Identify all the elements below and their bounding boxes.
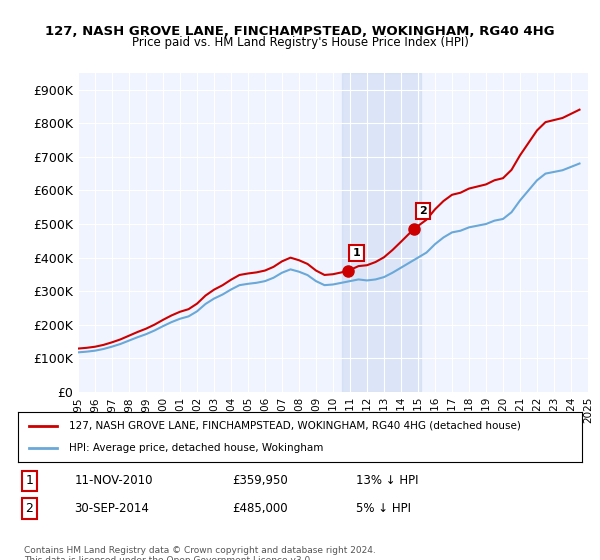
Text: 1: 1 — [25, 474, 33, 487]
Text: 2: 2 — [25, 502, 33, 515]
Text: 11-NOV-2010: 11-NOV-2010 — [74, 474, 153, 487]
Text: 127, NASH GROVE LANE, FINCHAMPSTEAD, WOKINGHAM, RG40 4HG (detached house): 127, NASH GROVE LANE, FINCHAMPSTEAD, WOK… — [69, 421, 521, 431]
Text: 2: 2 — [419, 206, 427, 216]
Text: 30-SEP-2014: 30-SEP-2014 — [74, 502, 149, 515]
Text: 5% ↓ HPI: 5% ↓ HPI — [356, 502, 412, 515]
Text: Price paid vs. HM Land Registry's House Price Index (HPI): Price paid vs. HM Land Registry's House … — [131, 36, 469, 49]
Text: 127, NASH GROVE LANE, FINCHAMPSTEAD, WOKINGHAM, RG40 4HG: 127, NASH GROVE LANE, FINCHAMPSTEAD, WOK… — [45, 25, 555, 38]
Text: £359,950: £359,950 — [232, 474, 288, 487]
Text: £485,000: £485,000 — [232, 502, 288, 515]
Text: HPI: Average price, detached house, Wokingham: HPI: Average price, detached house, Woki… — [69, 443, 323, 453]
Text: Contains HM Land Registry data © Crown copyright and database right 2024.
This d: Contains HM Land Registry data © Crown c… — [24, 546, 376, 560]
Bar — [341, 73, 421, 392]
Text: 1: 1 — [353, 248, 361, 258]
Text: 13% ↓ HPI: 13% ↓ HPI — [356, 474, 419, 487]
